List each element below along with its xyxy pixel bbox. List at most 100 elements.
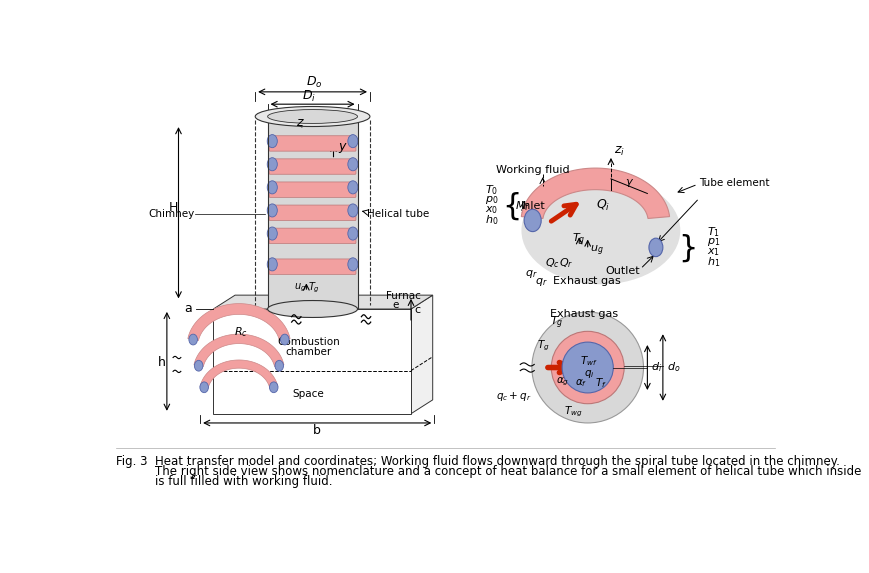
Circle shape [561, 342, 613, 393]
Ellipse shape [521, 176, 680, 284]
Text: $z_i$: $z_i$ [614, 146, 624, 159]
Polygon shape [200, 360, 277, 388]
Text: $q_r$: $q_r$ [524, 268, 537, 280]
Ellipse shape [268, 300, 357, 317]
Text: $y$: $y$ [338, 141, 348, 155]
Polygon shape [213, 295, 432, 309]
FancyBboxPatch shape [269, 259, 355, 274]
FancyBboxPatch shape [269, 228, 355, 244]
FancyBboxPatch shape [269, 159, 355, 174]
Text: $z$: $z$ [295, 116, 304, 129]
Text: $R_c$: $R_c$ [233, 325, 247, 339]
Text: $T_g$: $T_g$ [550, 315, 563, 331]
Text: $Q_r$: $Q_r$ [558, 256, 573, 270]
Text: is full filled with working fluid.: is full filled with working fluid. [155, 476, 332, 488]
Text: Outlet: Outlet [604, 265, 639, 276]
Ellipse shape [267, 227, 277, 240]
Text: Space: Space [293, 388, 324, 399]
Text: $d_o$: $d_o$ [666, 360, 680, 374]
Polygon shape [268, 116, 357, 309]
Text: $T_1$: $T_1$ [706, 225, 720, 239]
Text: $x_1$: $x_1$ [706, 246, 720, 258]
Text: e: e [392, 300, 398, 310]
Text: $q_r$  Exhaust gas: $q_r$ Exhaust gas [534, 273, 621, 288]
Text: Working fluid: Working fluid [495, 166, 569, 175]
Text: $h_1$: $h_1$ [706, 255, 720, 269]
Text: {: { [502, 191, 521, 221]
Text: Fig. 3: Fig. 3 [116, 456, 148, 468]
Ellipse shape [267, 258, 277, 271]
Ellipse shape [267, 204, 277, 217]
Ellipse shape [280, 334, 289, 345]
Text: a: a [184, 303, 192, 316]
Ellipse shape [255, 107, 369, 127]
Text: $x_0$: $x_0$ [485, 204, 498, 215]
Text: Inlet: Inlet [521, 201, 545, 211]
Polygon shape [268, 116, 357, 309]
Text: h: h [157, 356, 165, 370]
Ellipse shape [348, 135, 357, 148]
Text: $q_c+q_r$: $q_c+q_r$ [496, 390, 531, 403]
Text: chamber: chamber [285, 347, 331, 357]
Text: Combustion: Combustion [277, 337, 340, 347]
Text: $T_g$: $T_g$ [308, 281, 320, 296]
Text: Tube element: Tube element [699, 178, 769, 188]
Text: $u_g$: $u_g$ [589, 244, 603, 258]
Text: $u_g$: $u_g$ [294, 282, 306, 295]
Text: $T_g$: $T_g$ [572, 231, 585, 248]
FancyBboxPatch shape [269, 205, 355, 221]
Polygon shape [194, 334, 283, 367]
Text: $Q_c$: $Q_c$ [544, 256, 559, 270]
Ellipse shape [189, 334, 197, 345]
Text: $\gamma$: $\gamma$ [624, 176, 634, 189]
Text: Furnac: Furnac [386, 291, 421, 301]
Text: Exhaust gas: Exhaust gas [550, 309, 618, 319]
Ellipse shape [348, 227, 357, 240]
Polygon shape [188, 304, 289, 340]
Text: $p_1$: $p_1$ [706, 236, 720, 248]
Ellipse shape [267, 158, 277, 171]
Ellipse shape [348, 258, 357, 271]
FancyBboxPatch shape [269, 136, 355, 151]
Text: Chimney: Chimney [149, 209, 195, 218]
Text: $h_0$: $h_0$ [485, 213, 498, 226]
FancyBboxPatch shape [269, 182, 355, 197]
Text: $T_g$: $T_g$ [536, 339, 549, 353]
Ellipse shape [348, 158, 357, 171]
Text: $T_f$: $T_f$ [594, 376, 607, 390]
Ellipse shape [268, 109, 357, 123]
Circle shape [531, 312, 643, 423]
Polygon shape [213, 309, 410, 414]
Text: $d_i$: $d_i$ [651, 360, 661, 374]
Text: $q_i$: $q_i$ [583, 368, 594, 380]
Text: $\alpha_f$: $\alpha_f$ [574, 377, 587, 389]
Text: Helical tube: Helical tube [367, 209, 428, 218]
Text: $D_i$: $D_i$ [302, 89, 316, 104]
Text: $D_o$: $D_o$ [306, 75, 322, 90]
Polygon shape [521, 168, 669, 218]
Text: $\alpha_g$: $\alpha_g$ [555, 375, 569, 387]
Circle shape [551, 331, 623, 404]
Text: H: H [169, 201, 178, 214]
Text: b: b [313, 424, 321, 437]
Text: $T_{wg}$: $T_{wg}$ [564, 405, 582, 419]
Text: $Q_i$: $Q_i$ [595, 198, 610, 213]
Ellipse shape [348, 204, 357, 217]
Ellipse shape [275, 360, 283, 371]
Text: }: } [678, 234, 697, 262]
Text: $T_{wf}$: $T_{wf}$ [580, 355, 597, 368]
Text: $p_0$: $p_0$ [485, 194, 498, 206]
Ellipse shape [200, 382, 209, 393]
Text: The right side view shows nomenclature and a concept of heat balance for a small: The right side view shows nomenclature a… [155, 465, 860, 478]
Ellipse shape [648, 238, 662, 257]
Ellipse shape [269, 382, 278, 393]
Ellipse shape [267, 135, 277, 148]
Text: $M_f$: $M_f$ [514, 199, 529, 213]
Ellipse shape [523, 209, 541, 231]
Ellipse shape [348, 181, 357, 194]
Text: c: c [415, 305, 421, 315]
Ellipse shape [267, 181, 277, 194]
Text: $T_0$: $T_0$ [485, 183, 498, 197]
Polygon shape [410, 295, 432, 414]
Ellipse shape [194, 360, 202, 371]
